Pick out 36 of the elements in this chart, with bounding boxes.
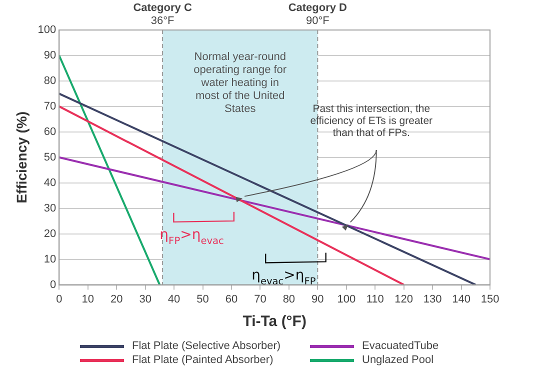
y-tick-label: 100 (38, 24, 56, 36)
x-tick-label: 40 (168, 293, 180, 306)
x-axis-title: Ti-Ta (°F) (242, 313, 306, 330)
x-tick-label: 30 (139, 293, 152, 306)
y-axis-title: Efficiency (%) (13, 111, 30, 204)
legend-label: Flat Plate (Selective Absorber) (132, 340, 281, 352)
x-tick-label: 20 (110, 293, 123, 306)
annotation: Past this intersection, the efficiency of ETs is greater than that of FPs. (310, 103, 434, 139)
legend-label: Flat Plate (Painted Absorber) (132, 354, 274, 366)
y-tick-label: 60 (44, 126, 56, 138)
y-tick-label: 40 (44, 176, 56, 189)
y-tick-label: 10 (44, 253, 56, 266)
x-tick-label: 150 (480, 293, 500, 306)
legend-label: EvacuatedTube (362, 340, 439, 352)
legend-label: Unglazed Pool (362, 354, 434, 366)
x-tick-label: 60 (225, 293, 238, 306)
ref-line-label: Category C 36°F (133, 2, 192, 27)
x-tick-label: 70 (254, 293, 266, 306)
y-tick-label: 90 (44, 50, 56, 62)
y-tick-label: 0 (50, 278, 56, 291)
x-tick-label: 130 (423, 293, 442, 306)
x-tick-label: 100 (337, 293, 356, 306)
y-tick-label: 70 (44, 100, 56, 112)
x-tick-label: 140 (452, 293, 470, 306)
y-tick-label: 80 (44, 74, 56, 87)
x-tick-label: 110 (366, 293, 384, 306)
ref-line-label: Category D 90°F (288, 2, 348, 27)
band-label: Normal year-round operating range for water heating in most of the United States (194, 51, 287, 115)
y-tick-label: 30 (44, 202, 56, 214)
x-tick-label: 50 (196, 293, 209, 306)
y-tick-label: 50 (44, 151, 56, 164)
x-tick-label: 80 (282, 293, 296, 306)
x-tick-label: 10 (82, 293, 94, 306)
x-tick-label: 120 (394, 293, 414, 306)
x-tick-label: 90 (312, 293, 324, 306)
y-tick-label: 20 (44, 228, 56, 240)
